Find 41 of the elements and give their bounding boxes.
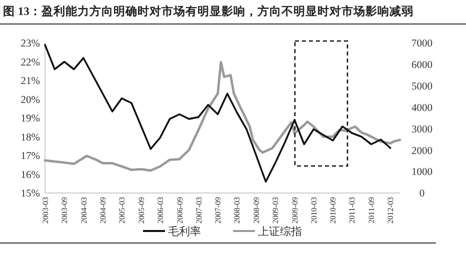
y-tick-label: 23% — [20, 38, 40, 50]
y2-tick-label: 7000 — [412, 38, 432, 50]
x-tick-label: 2003-09 — [60, 197, 70, 224]
y2-tick-label: 1000 — [412, 167, 432, 178]
legend-label: 毛利率 — [168, 224, 201, 238]
x-tick-label: 2009-03 — [271, 197, 280, 224]
x-tick-label: 2003-03 — [40, 197, 50, 224]
legend-label: 上证综指 — [258, 224, 302, 238]
line-series — [44, 44, 392, 183]
y-tick-label: 22% — [20, 57, 40, 68]
x-tick-label: 2009-09 — [290, 197, 300, 224]
x-tick-label: 2010-03 — [309, 197, 318, 224]
y-tick-label: 18% — [20, 132, 40, 144]
y2-tick-label: 0 — [419, 188, 425, 200]
x-tick-label: 2011-03 — [348, 197, 357, 224]
x-tick-label: 2010-09 — [328, 197, 338, 224]
y-tick-label: 21% — [20, 76, 40, 88]
x-tick-label: 2005-03 — [118, 197, 127, 224]
x-tick-label: 2004-03 — [79, 197, 88, 224]
chart-title: 图 13：盈利能力方向明确时对市场有明显影响，方向不明显时对市场影响减弱 — [3, 4, 414, 18]
y2-tick-label: 6000 — [412, 60, 432, 72]
line-series — [44, 60, 402, 172]
y2-tick-label: 5000 — [412, 82, 432, 93]
y-tick-label: 16% — [20, 170, 40, 181]
x-tick-label: 2006-09 — [175, 197, 184, 224]
x-tick-label: 2006-03 — [156, 197, 165, 224]
y-tick-label: 20% — [20, 94, 40, 106]
x-tick-label: 2011-09 — [367, 197, 376, 224]
y-tick-label: 15% — [20, 188, 40, 200]
y-tick-label: 19% — [20, 114, 40, 125]
y2-tick-label: 4000 — [412, 102, 432, 114]
x-tick-label: 2007-09 — [214, 197, 223, 224]
x-tick-label: 2008-09 — [252, 197, 262, 224]
y2-tick-label: 3000 — [412, 124, 432, 136]
x-tick-label: 2005-09 — [136, 197, 146, 224]
x-tick-label: 2007-03 — [194, 197, 204, 224]
x-tick-label: 2012-03 — [386, 197, 396, 224]
y-tick-label: 17% — [20, 151, 40, 162]
y2-tick-label: 2000 — [412, 146, 432, 157]
x-tick-label: 2008-03 — [232, 197, 242, 224]
x-tick-label: 2004-09 — [98, 197, 108, 224]
